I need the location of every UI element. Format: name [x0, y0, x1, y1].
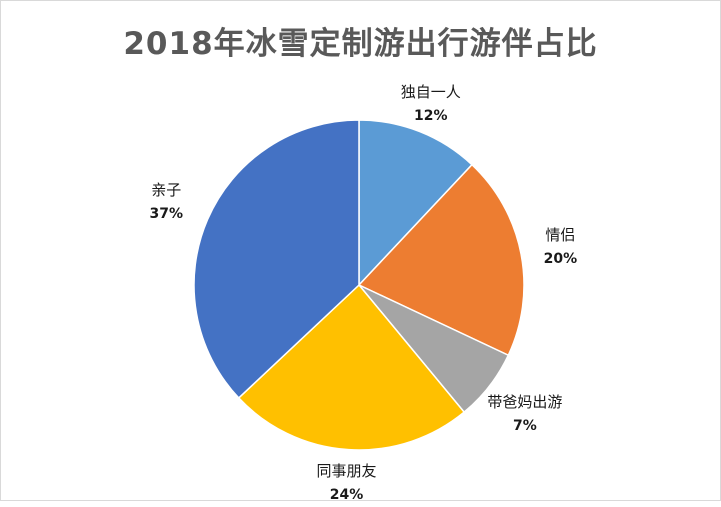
- pie-slice-4: [237, 283, 466, 451]
- slice-label-2: 情侣 20%: [500, 223, 620, 271]
- pie-slice-2: [357, 163, 525, 357]
- slice-category-label: 独自一人: [400, 82, 461, 101]
- slice-value-label: 24%: [329, 486, 364, 503]
- slice-value-label: 7%: [513, 417, 537, 434]
- slice-category-label: 情侣: [545, 225, 576, 244]
- slice-category-label: 带爸妈出游: [487, 392, 563, 411]
- slice-value-label: 12%: [414, 107, 448, 124]
- pie-slice-5: [193, 119, 360, 400]
- slice-label-4: 同事朋友 24%: [287, 459, 407, 507]
- slice-label-5: 亲子 37%: [106, 178, 226, 226]
- slice-category-label: 亲子: [151, 180, 182, 199]
- slice-category-label: 同事朋友: [316, 461, 377, 480]
- pie-slice-1: [358, 119, 474, 287]
- chart-title: 2018年冰雪定制游出行游伴占比: [123, 26, 598, 62]
- slice-label-3: 带爸妈出游 7%: [465, 390, 585, 438]
- slice-value-label: 37%: [149, 205, 184, 222]
- slice-value-label: 20%: [543, 250, 578, 267]
- slice-label-1: 独自一人 12%: [371, 80, 491, 128]
